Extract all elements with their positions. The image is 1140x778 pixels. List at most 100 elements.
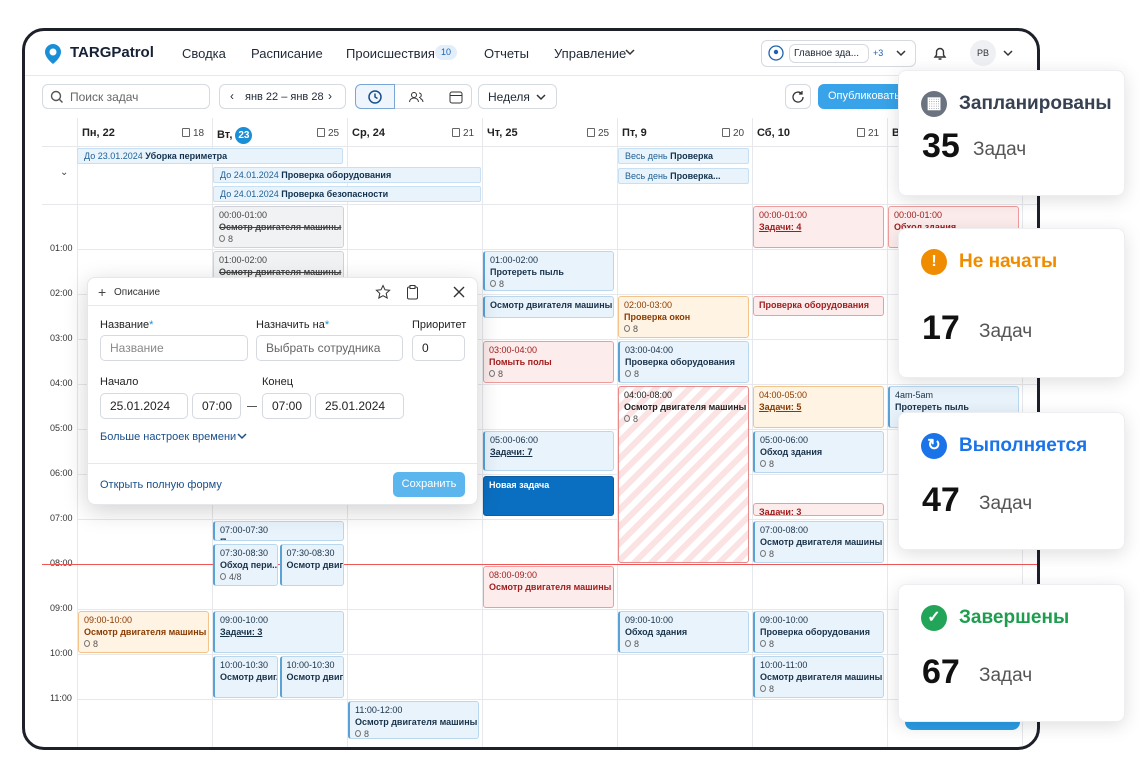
stat-unit: Задач <box>979 493 1033 514</box>
event[interactable]: 01:00-02:00 Протереть пыль 8 <box>483 251 614 291</box>
prev[interactable]: ‹ <box>230 89 234 103</box>
event-time: 00:00-01:00 <box>894 210 943 220</box>
event[interactable]: 05:00-06:00 Задачи: 7 <box>483 431 614 471</box>
star[interactable] <box>375 284 391 300</box>
event[interactable]: 05:00-06:00 Обход здания 8 <box>753 431 884 473</box>
modal-heading[interactable]: Описание <box>114 287 161 298</box>
hour-label: 11:00 <box>50 693 72 703</box>
event[interactable]: 04:00-08:00 Осмотр двигателя машины 8 <box>618 386 749 563</box>
event[interactable]: 09:00-10:00 Осмотр двигателя машины 8 <box>78 611 209 653</box>
calendar-icon[interactable] <box>448 89 464 105</box>
all-day-event[interactable]: До 24.01.2024 Проверка оборудования <box>213 167 481 183</box>
nav-item[interactable]: Сводка <box>182 46 226 61</box>
location-chip: Главное зда... <box>789 44 869 63</box>
event[interactable]: 07:00-07:30Проверка санитарных норм <box>213 521 344 541</box>
day-count: 20 <box>722 128 744 139</box>
grid-line <box>77 519 1037 520</box>
event[interactable]: 08:00-09:00 Осмотр двигателя машины <box>483 566 614 608</box>
event[interactable]: 04:00-05:00 Задачи: 5 <box>753 386 884 428</box>
event[interactable]: 10:00-10:30 Осмотр двиг... <box>213 656 278 698</box>
logo[interactable]: TARGPatrol <box>70 44 154 61</box>
nav-item[interactable]: Отчеты <box>484 46 529 61</box>
add-icon: + <box>98 284 107 300</box>
more-settings[interactable]: Больше настроек времени <box>100 431 237 443</box>
hour-label: 06:00 <box>50 468 73 478</box>
end-time[interactable]: 07:00 <box>262 393 311 419</box>
view-clock[interactable] <box>355 84 395 109</box>
end-date[interactable]: 25.01.2024 <box>315 393 404 419</box>
hour-label: 10:00 <box>50 648 73 658</box>
event-time: 01:00-02:00 <box>219 255 268 265</box>
event[interactable]: 10:00-10:30 Осмотр двиг... <box>279 656 344 698</box>
nav-item[interactable]: Происшествия <box>346 46 435 61</box>
event-title: Проверка окон <box>624 312 691 322</box>
event[interactable]: 02:00-03:00 Проверка окон 8 <box>618 296 749 338</box>
hour-label: 07:00 <box>50 513 73 523</box>
field-label: Начало <box>100 376 139 388</box>
event[interactable]: 10:00-11:00 Осмотр двигателя машины 8 <box>753 656 884 698</box>
event[interactable]: 00:00-01:00 Задачи: 4 <box>753 206 884 248</box>
start-time[interactable]: 07:00 <box>192 393 241 419</box>
event[interactable]: 11:00-12:00 Осмотр двигателя машины 8 <box>348 701 479 739</box>
field-label: Приоритет <box>412 319 467 331</box>
event-title: Проверка... <box>670 171 721 181</box>
event-time: 04:00-08:00 <box>624 390 673 400</box>
count-icon <box>857 128 865 137</box>
assign-select[interactable]: Выбрать сотрудника <box>256 335 403 361</box>
event[interactable]: 00:00-01:00 Осмотр двигателя машины 8 <box>213 206 344 248</box>
event[interactable]: 07:00-08:00 Осмотр двигателя машины 8 <box>753 521 884 563</box>
event[interactable]: Новая задача <box>483 476 614 516</box>
event[interactable]: Проверка оборудования <box>753 296 884 316</box>
grid-line <box>77 118 78 747</box>
close[interactable] <box>452 285 466 299</box>
full-form-link[interactable]: Открыть полную форму <box>100 479 222 491</box>
event-time: 09:00-10:00 <box>625 615 674 625</box>
nav-item[interactable]: Расписание <box>251 46 323 61</box>
people-icon[interactable] <box>408 89 424 105</box>
grid-line <box>77 339 1037 340</box>
clipboard[interactable] <box>405 284 421 300</box>
event[interactable]: Осмотр двигателя машины <box>483 296 614 318</box>
grid-line <box>77 699 1037 700</box>
save-button[interactable]: Сохранить <box>393 472 465 497</box>
event[interactable]: 07:30-08:30 Обход пери... 4/8 <box>213 543 278 586</box>
required-mark: * <box>149 319 154 331</box>
nav-item[interactable]: Управление <box>554 46 627 61</box>
event-title: Осмотр двигателя машины <box>219 222 342 232</box>
search[interactable] <box>42 84 210 109</box>
divider <box>88 305 477 306</box>
event[interactable]: 07:30-08:30 Осмотр двиг... <box>279 543 344 586</box>
event-count: 8 <box>625 638 743 650</box>
refresh[interactable] <box>785 84 811 109</box>
all-day-event[interactable]: До 23.01.2024 Уборка периметра <box>77 148 343 164</box>
event[interactable]: Задачи: 3 <box>753 503 884 516</box>
name-input[interactable]: Название <box>100 335 248 361</box>
start-date[interactable]: 25.01.2024 <box>100 393 188 419</box>
all-day-event[interactable]: Весь день Проверка <box>618 148 749 164</box>
event[interactable]: 03:00-04:00 Помыть полы 8 <box>483 341 614 383</box>
count-value: 8 <box>633 414 639 424</box>
count-icon <box>624 325 630 332</box>
collapse[interactable]: ⌄ <box>60 167 69 178</box>
count-value: 8 <box>634 639 640 649</box>
all-day-event[interactable]: Весь день Проверка... <box>618 168 749 184</box>
avatar[interactable]: РВ <box>970 40 996 66</box>
event[interactable]: 09:00-10:00 Обход здания 8 <box>618 611 749 653</box>
range[interactable] <box>219 84 346 109</box>
search-icon <box>50 90 63 103</box>
bell[interactable] <box>931 44 949 62</box>
event[interactable]: 09:00-10:00 Проверка оборудования 8 <box>753 611 884 653</box>
event-title: Помыть полы <box>489 357 552 367</box>
event-count: 8 <box>624 413 743 425</box>
all-day-event[interactable]: До 24.01.2024 Проверка безопасности <box>213 186 481 202</box>
chevron <box>237 433 247 440</box>
event-time: 08:00-09:00 <box>489 570 538 580</box>
hour-label: 08:00 <box>50 558 73 568</box>
count-icon <box>760 550 766 557</box>
event[interactable]: 03:00-04:00 Проверка оборудования 8 <box>618 341 749 383</box>
event-time: 05:00-06:00 <box>490 435 539 445</box>
priority-select[interactable]: 0 <box>412 335 465 361</box>
next[interactable]: › <box>328 89 332 103</box>
event[interactable]: 09:00-10:00 Задачи: 3 <box>213 611 344 653</box>
grid-line <box>77 654 1037 655</box>
